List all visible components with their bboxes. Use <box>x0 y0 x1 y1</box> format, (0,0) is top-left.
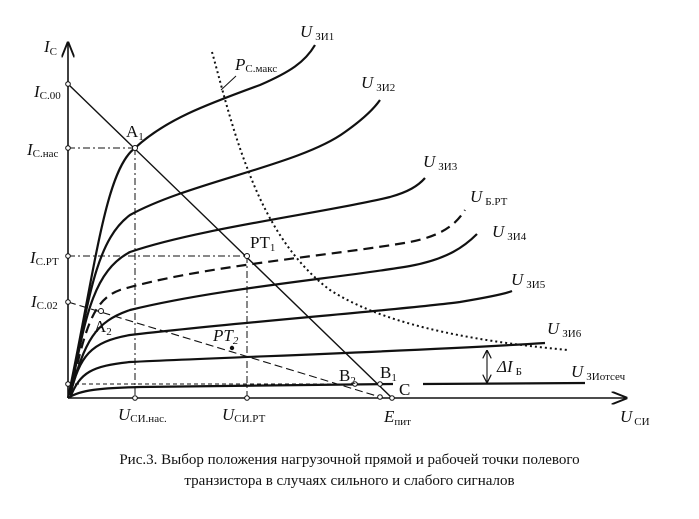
label-a2: A2 <box>94 317 112 338</box>
label-uzi2: U ЗИ2 <box>361 73 395 94</box>
label-b1: B1 <box>380 363 397 384</box>
label-c: C <box>399 380 410 399</box>
label-pt2: PT2 <box>212 326 239 347</box>
label-uzi6: U ЗИ6 <box>547 319 582 340</box>
label-delta-ib: ΔI Б <box>496 357 522 378</box>
label-pc-max: PС.макс <box>234 55 277 75</box>
curve-uzi4 <box>68 233 478 396</box>
load-line-strong <box>67 83 393 399</box>
tick-icrt: IС.РТ <box>29 248 59 268</box>
transistor-characteristics-diagram: IС U СИ IС.00 IС.нас IС.РТ IС.02 UСИ.нас.… <box>26 22 650 428</box>
tick-epit: Eпит <box>383 407 411 428</box>
tick-ic00: IС.00 <box>33 82 61 102</box>
pt2-dot <box>229 345 235 351</box>
curve-uzi-cutoff <box>67 381 586 399</box>
label-uzi-cutoff: U ЗИотсеч <box>571 362 626 383</box>
curve-uzi2 <box>68 99 381 396</box>
tick-icnas: IС.нас <box>26 140 59 160</box>
label-uzi5: U ЗИ5 <box>511 270 546 291</box>
label-uzi4: U ЗИ4 <box>492 222 527 243</box>
label-a1: A1 <box>126 122 144 143</box>
tick-ic02: IС.02 <box>30 292 58 312</box>
curve-ubrt <box>68 209 466 396</box>
load-line-weak <box>67 301 381 398</box>
x-axis-label: U СИ <box>620 407 650 428</box>
label-pt1: PT1 <box>250 233 275 254</box>
caption-line-1: Рис.3. Выбор положения нагрузочной прямо… <box>119 452 580 468</box>
curve-uzi1 <box>66 44 316 399</box>
tick-usirt: UСИ.РТ <box>222 405 266 425</box>
label-uzi3: U ЗИ3 <box>423 152 458 173</box>
caption-line-2: транзистора в случаях сильного и слабого… <box>184 473 515 489</box>
curve-uzi6 <box>68 341 546 399</box>
label-b2: B2 <box>339 366 356 387</box>
point-markers <box>65 81 395 401</box>
curve-uzi5 <box>68 289 513 396</box>
y-axis-label: IС <box>43 37 57 58</box>
curve-pc-max <box>211 51 569 351</box>
curve-uzi3 <box>68 177 426 396</box>
pc-max-leader <box>220 75 237 91</box>
label-uzi1: U ЗИ1 <box>300 22 334 43</box>
projection-lines <box>68 147 248 398</box>
tick-usinas: UСИ.нас. <box>118 405 167 425</box>
label-ubrt: U Б.РТ <box>470 187 508 208</box>
